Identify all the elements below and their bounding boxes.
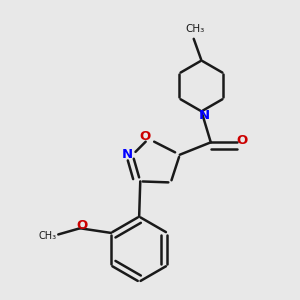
- Text: CH₃: CH₃: [39, 231, 57, 241]
- Text: N: N: [122, 148, 133, 161]
- Text: CH₃: CH₃: [186, 24, 205, 34]
- Text: O: O: [236, 134, 248, 147]
- Text: O: O: [76, 219, 87, 232]
- Text: N: N: [199, 110, 210, 122]
- Text: O: O: [139, 130, 150, 143]
